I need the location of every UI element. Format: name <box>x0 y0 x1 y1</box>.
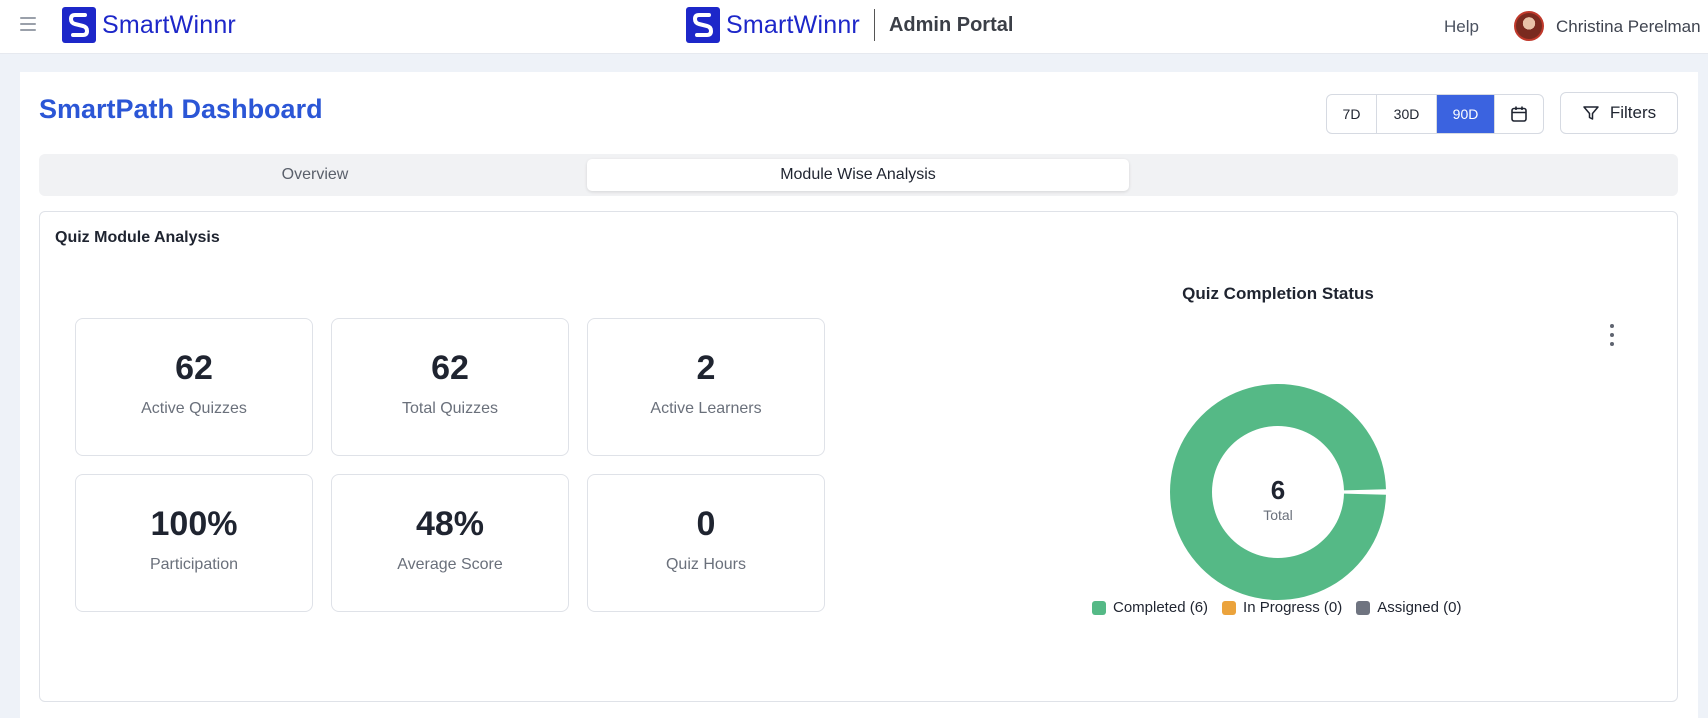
dashboard-container: SmartPath Dashboard 7D 30D 90D Filters O… <box>20 72 1698 718</box>
chart-title: Quiz Completion Status <box>1182 284 1374 303</box>
stat-average-score: 48% Average Score <box>331 474 569 612</box>
portal-brand-name: SmartWinnr <box>726 10 860 39</box>
tab-bar: Overview Module Wise Analysis <box>39 154 1678 196</box>
calendar-button[interactable] <box>1495 95 1543 133</box>
legend-swatch <box>1222 600 1237 615</box>
tab-module-wise-analysis[interactable]: Module Wise Analysis <box>587 159 1129 191</box>
stat-label: Quiz Hours <box>665 556 747 573</box>
avatar[interactable] <box>1514 11 1544 41</box>
legend-label: Completed (6) <box>1113 599 1209 616</box>
range-30d-button[interactable]: 30D <box>1377 95 1437 133</box>
smartwinnr-logo-icon <box>686 7 720 43</box>
stat-value: 62 <box>431 349 469 387</box>
quiz-completion-donut-chart: 6 Total <box>1170 383 1386 600</box>
portal-brand: SmartWinnr Admin Portal <box>686 7 1013 43</box>
hamburger-menu-icon[interactable] <box>20 16 36 32</box>
legend-swatch <box>1092 600 1106 615</box>
user-name[interactable]: Christina Perelman <box>1556 17 1701 36</box>
stat-active-learners: 2 Active Learners <box>587 318 825 456</box>
stat-value: 62 <box>175 349 213 387</box>
stat-value: 100% <box>150 505 238 543</box>
card-title: Quiz Module Analysis <box>55 229 220 246</box>
range-7d-button[interactable]: 7D <box>1327 95 1377 133</box>
legend-swatch <box>1356 600 1371 615</box>
smartwinnr-logo-icon <box>62 7 96 43</box>
top-navigation-bar: SmartWinnr SmartWinnr Admin Portal Help … <box>0 0 1708 54</box>
stat-active-quizzes: 62 Active Quizzes <box>75 318 313 456</box>
tab-overview[interactable]: Overview <box>281 166 349 183</box>
stat-quiz-hours: 0 Quiz Hours <box>587 474 825 612</box>
stat-value: 48% <box>415 505 485 543</box>
stat-total-quizzes: 62 Total Quizzes <box>331 318 569 456</box>
stat-participation: 100% Participation <box>75 474 313 612</box>
stat-label: Active Quizzes <box>141 400 247 417</box>
legend-label: Assigned (0) <box>1377 599 1462 616</box>
chart-menu-icon[interactable] <box>1608 324 1616 346</box>
filter-icon <box>1583 106 1599 120</box>
donut-center-label: Total <box>1263 507 1293 523</box>
brand-name: SmartWinnr <box>102 10 236 39</box>
stat-label: Total Quizzes <box>401 400 499 417</box>
brand-logo[interactable]: SmartWinnr <box>62 7 236 43</box>
page-title: SmartPath Dashboard <box>39 94 323 124</box>
legend-label: In Progress (0) <box>1243 599 1343 616</box>
stat-label: Participation <box>149 556 239 573</box>
range-90d-button[interactable]: 90D <box>1437 95 1495 133</box>
help-link[interactable]: Help <box>1444 17 1479 36</box>
quiz-module-analysis-card: Quiz Module Analysis 62 Active Quizzes 6… <box>39 211 1678 702</box>
stat-value: 0 <box>696 505 716 543</box>
filters-label: Filters <box>1609 103 1657 122</box>
stat-label: Average Score <box>397 556 503 573</box>
calendar-icon <box>1511 106 1527 122</box>
brand-divider <box>873 9 875 41</box>
chart-legend: Completed (6) In Progress (0) Assigned (0) <box>1092 599 1461 616</box>
donut-center-value: 6 <box>1271 475 1285 505</box>
portal-label: Admin Portal <box>888 13 1014 36</box>
stat-value: 2 <box>696 349 716 387</box>
filters-button[interactable]: Filters <box>1560 92 1678 134</box>
legend-item-in-progress[interactable]: In Progress (0) <box>1222 599 1342 616</box>
legend-item-completed[interactable]: Completed (6) <box>1092 599 1208 616</box>
donut-slice-completed[interactable] <box>1170 383 1386 600</box>
date-range-selector: 7D 30D 90D <box>1326 94 1544 134</box>
legend-item-assigned[interactable]: Assigned (0) <box>1356 599 1461 616</box>
stat-label: Active Learners <box>650 400 762 417</box>
